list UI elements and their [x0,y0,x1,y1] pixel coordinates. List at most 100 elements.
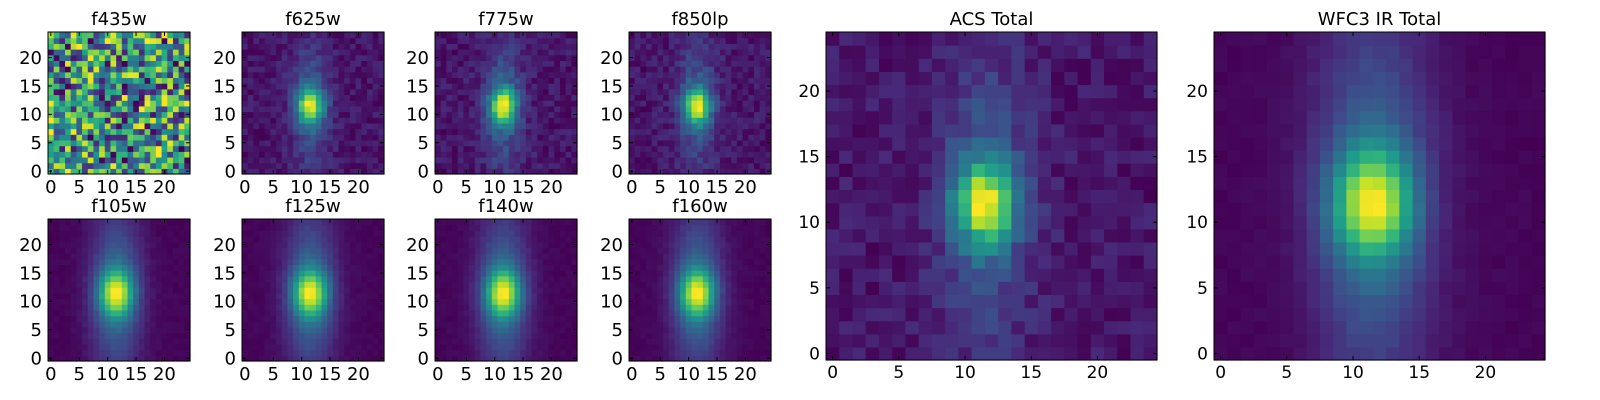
heatmap-cell [355,128,362,135]
heatmap-cell [531,54,538,61]
heatmap-cell [725,162,732,169]
heatmap-cell [1518,97,1533,112]
heatmap-cell [486,162,493,169]
heatmap-cell [242,49,249,56]
heatmap-cell [167,88,174,96]
heatmap-cell [905,320,920,335]
heatmap-cell [93,156,100,164]
heatmap-cell [276,83,283,90]
heatmap-cell [1064,294,1079,309]
heatmap-cell [1293,97,1308,112]
heatmap-cell [697,134,704,141]
heatmap-cell [1425,268,1440,282]
heatmap-cell [361,287,368,294]
heatmap-cell [435,122,442,130]
heatmap-cell [503,83,510,90]
heatmap-cell [1090,123,1105,138]
heatmap-cell [48,321,55,328]
heatmap-cell [1253,346,1268,361]
heatmap-cell [184,219,191,226]
heatmap-cell [65,332,72,339]
heatmap-cell [338,287,345,294]
heatmap-cell [714,77,721,84]
heatmap-cell [138,151,146,158]
heatmap-cell [1266,163,1281,177]
heatmap-cell [497,168,504,175]
heatmap-cell [765,145,772,152]
heatmap-cell [892,255,907,269]
heatmap-cell [70,43,77,50]
heatmap-cell [127,83,134,90]
heatmap-cell [259,49,266,56]
heatmap-cell [361,315,368,322]
heatmap-cell [259,332,266,339]
heatmap-cell [1386,136,1400,151]
heatmap-cell [65,230,72,237]
heatmap-cell [138,49,146,56]
heatmap-cell [497,156,504,164]
heatmap-cell [1024,281,1039,295]
heatmap-cell [1439,346,1453,361]
heatmap-cell [1465,294,1480,309]
x-tick-label: 5 [461,177,472,198]
heatmap-cell [116,332,123,339]
heatmap-cell [172,304,180,311]
heatmap-cell [651,94,658,101]
heatmap-cell [731,139,738,147]
heatmap-cell [253,88,260,96]
heatmap-cell [127,105,134,113]
heatmap-cell [1359,32,1374,46]
heatmap-cell [253,128,260,135]
heatmap-cell [247,275,254,283]
heatmap-cell [133,145,140,152]
heatmap-cell [1452,32,1467,46]
heatmap-cell [70,49,77,56]
heatmap-cell [59,270,66,277]
heatmap-cell [1465,123,1480,138]
heatmap-cell [731,111,738,118]
heatmap-cell [247,326,254,334]
heatmap-cell [1319,215,1334,230]
heatmap-cell [1372,189,1387,204]
heatmap-cell [82,343,89,351]
heatmap-cell [674,100,681,107]
heatmap-cell [242,105,249,113]
heatmap-cell [1293,123,1308,138]
heatmap-cell [491,111,499,118]
heatmap-cell [1130,228,1145,243]
heatmap-cell [344,145,351,152]
heatmap-cell [452,77,459,84]
heatmap-cell [680,100,687,107]
heatmap-cell [826,202,840,217]
heatmap-cell [525,111,533,118]
heatmap-cell [668,43,676,50]
heatmap-cell [708,66,715,73]
heatmap-cell [310,49,317,56]
heatmap-cell [1386,123,1400,138]
heatmap-cell [1280,110,1295,125]
heatmap-cell [918,281,933,295]
heatmap-cell [1064,58,1079,72]
heatmap-cell [1024,294,1039,309]
heatmap-cell [1051,202,1065,217]
heatmap-cell [1346,58,1361,72]
heatmap-cell [287,281,294,288]
heatmap-cell [344,338,351,345]
heatmap-cell [691,156,698,164]
heatmap-cell [287,100,294,107]
heatmap-cell [508,88,516,96]
heatmap-cell [155,139,163,147]
heatmap-cell [293,54,300,61]
heatmap-cell [116,281,123,288]
heatmap-cell [1492,123,1506,138]
heatmap-cell [310,88,317,96]
heatmap-cell [127,230,134,237]
heatmap-cell [474,37,482,44]
x-tick-label: 20 [734,177,757,198]
heatmap-cell [242,321,249,328]
heatmap-cell [53,134,60,141]
heatmap-cell [1478,346,1493,361]
heatmap-cell [76,49,83,56]
heatmap-cell [753,139,761,147]
